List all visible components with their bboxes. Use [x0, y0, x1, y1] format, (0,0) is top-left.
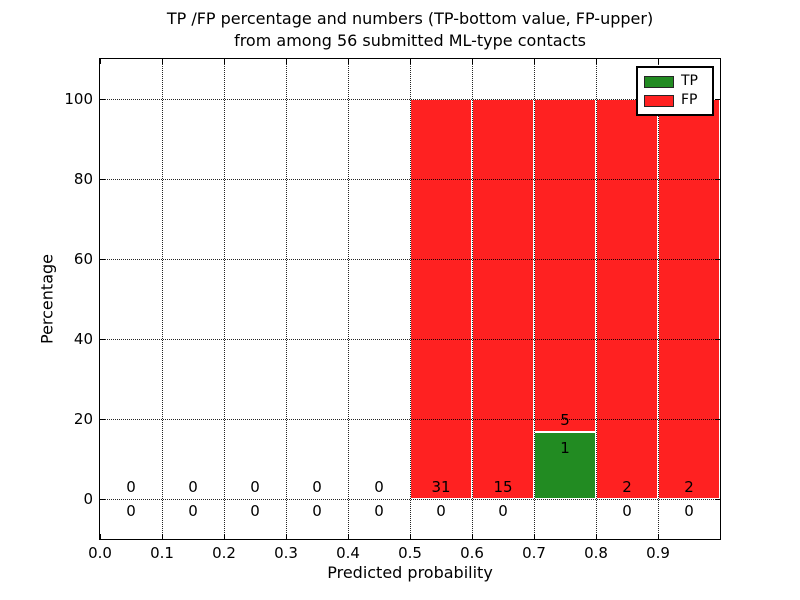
y-tick-mark-right [715, 178, 720, 180]
chart-title-line2: from among 56 submitted ML-type contacts [234, 31, 586, 50]
y-tick-label: 60 [73, 250, 93, 268]
y-tick-mark-left [100, 258, 105, 260]
x-tick-mark-bottom [595, 534, 597, 539]
gridline-vertical [347, 59, 349, 539]
gridline-vertical [657, 59, 659, 539]
x-tick-label: 0.1 [150, 544, 174, 562]
x-tick-label: 0.9 [646, 544, 670, 562]
y-tick-mark-right [715, 338, 720, 340]
x-tick-label: 0.7 [522, 544, 546, 562]
fp-count-label: 15 [493, 478, 513, 496]
tp-count-label: 0 [312, 502, 322, 520]
y-tick-label: 40 [73, 330, 93, 348]
y-tick-mark-left [100, 338, 105, 340]
plot-area: TP FP 0 0 0 0 0 0 0 0 0 0 31 0 15 0 5 1 2 0 2 0 [99, 58, 721, 540]
x-tick-mark-top [657, 59, 659, 64]
tp-count-label: 0 [684, 502, 694, 520]
fp-count-label: 0 [188, 478, 198, 496]
x-tick-mark-top [223, 59, 225, 64]
bar-segment-fp [596, 99, 658, 499]
legend: TP FP [636, 66, 714, 116]
x-tick-mark-bottom [347, 534, 349, 539]
y-tick-mark-right [715, 258, 720, 260]
y-tick-mark-left [100, 498, 105, 500]
x-tick-mark-bottom [657, 534, 659, 539]
x-tick-mark-top [347, 59, 349, 64]
x-tick-mark-bottom [161, 534, 163, 539]
y-tick-mark-right [715, 498, 720, 500]
x-tick-mark-bottom [533, 534, 535, 539]
gridline-vertical [409, 59, 411, 539]
y-tick-label: 20 [73, 410, 93, 428]
fp-count-label: 0 [126, 478, 136, 496]
x-tick-mark-top [161, 59, 163, 64]
x-tick-mark-bottom [223, 534, 225, 539]
bar-segment-fp [658, 99, 720, 499]
x-axis-label: Predicted probability [327, 563, 493, 582]
x-tick-label: 0.5 [398, 544, 422, 562]
y-tick-mark-left [100, 418, 105, 420]
legend-item-tp: TP [644, 72, 706, 91]
tp-count-label: 0 [374, 502, 384, 520]
x-tick-label: 0.0 [88, 544, 112, 562]
y-tick-label: 80 [73, 170, 93, 188]
y-tick-label: 100 [64, 90, 93, 108]
bar-segment-fp [472, 99, 534, 499]
bar-segment-tp [534, 432, 596, 499]
tp-count-label: 1 [560, 439, 570, 458]
fp-count-label: 0 [312, 478, 322, 496]
x-tick-mark-top [471, 59, 473, 64]
x-tick-mark-bottom [471, 534, 473, 539]
y-tick-mark-left [100, 98, 105, 100]
legend-item-fp: FP [644, 91, 706, 110]
fp-count-label: 5 [560, 411, 570, 430]
x-tick-mark-bottom [285, 534, 287, 539]
fp-count-label: 0 [250, 478, 260, 496]
x-tick-label: 0.3 [274, 544, 298, 562]
legend-swatch-tp [644, 75, 674, 88]
gridline-vertical [285, 59, 287, 539]
x-tick-mark-top [99, 59, 101, 64]
gridline-vertical [533, 59, 535, 539]
gridline-vertical [595, 59, 597, 539]
fp-count-label: 0 [374, 478, 384, 496]
tp-count-label: 0 [622, 502, 632, 520]
x-tick-mark-top [409, 59, 411, 64]
x-tick-label: 0.6 [460, 544, 484, 562]
chart-title-line1: TP /FP percentage and numbers (TP-bottom… [166, 9, 654, 28]
fp-count-label: 31 [431, 478, 451, 496]
y-tick-label: 0 [83, 490, 93, 508]
legend-label-tp: TP [681, 73, 698, 89]
gridline-vertical [223, 59, 225, 539]
tp-count-label: 0 [188, 502, 198, 520]
x-tick-mark-bottom [409, 534, 411, 539]
x-tick-mark-top [285, 59, 287, 64]
x-tick-mark-bottom [99, 534, 101, 539]
tp-count-label: 0 [126, 502, 136, 520]
bar-segment-fp [534, 99, 596, 433]
gridline-vertical [161, 59, 163, 539]
x-tick-mark-top [533, 59, 535, 64]
y-tick-mark-right [715, 418, 720, 420]
x-tick-label: 0.4 [336, 544, 360, 562]
tp-count-label: 0 [250, 502, 260, 520]
x-tick-label: 0.8 [584, 544, 608, 562]
tp-count-label: 0 [498, 502, 508, 520]
legend-label-fp: FP [681, 92, 698, 108]
gridline-vertical [471, 59, 473, 539]
fp-count-label: 2 [622, 478, 632, 496]
tp-count-label: 0 [436, 502, 446, 520]
fp-count-label: 2 [684, 478, 694, 496]
bar-segment-fp [410, 99, 472, 499]
y-tick-mark-left [100, 178, 105, 180]
legend-swatch-fp [644, 94, 674, 107]
y-tick-mark-right [715, 98, 720, 100]
chart-title: TP /FP percentage and numbers (TP-bottom… [100, 8, 720, 52]
x-tick-mark-top [595, 59, 597, 64]
x-tick-label: 0.2 [212, 544, 236, 562]
